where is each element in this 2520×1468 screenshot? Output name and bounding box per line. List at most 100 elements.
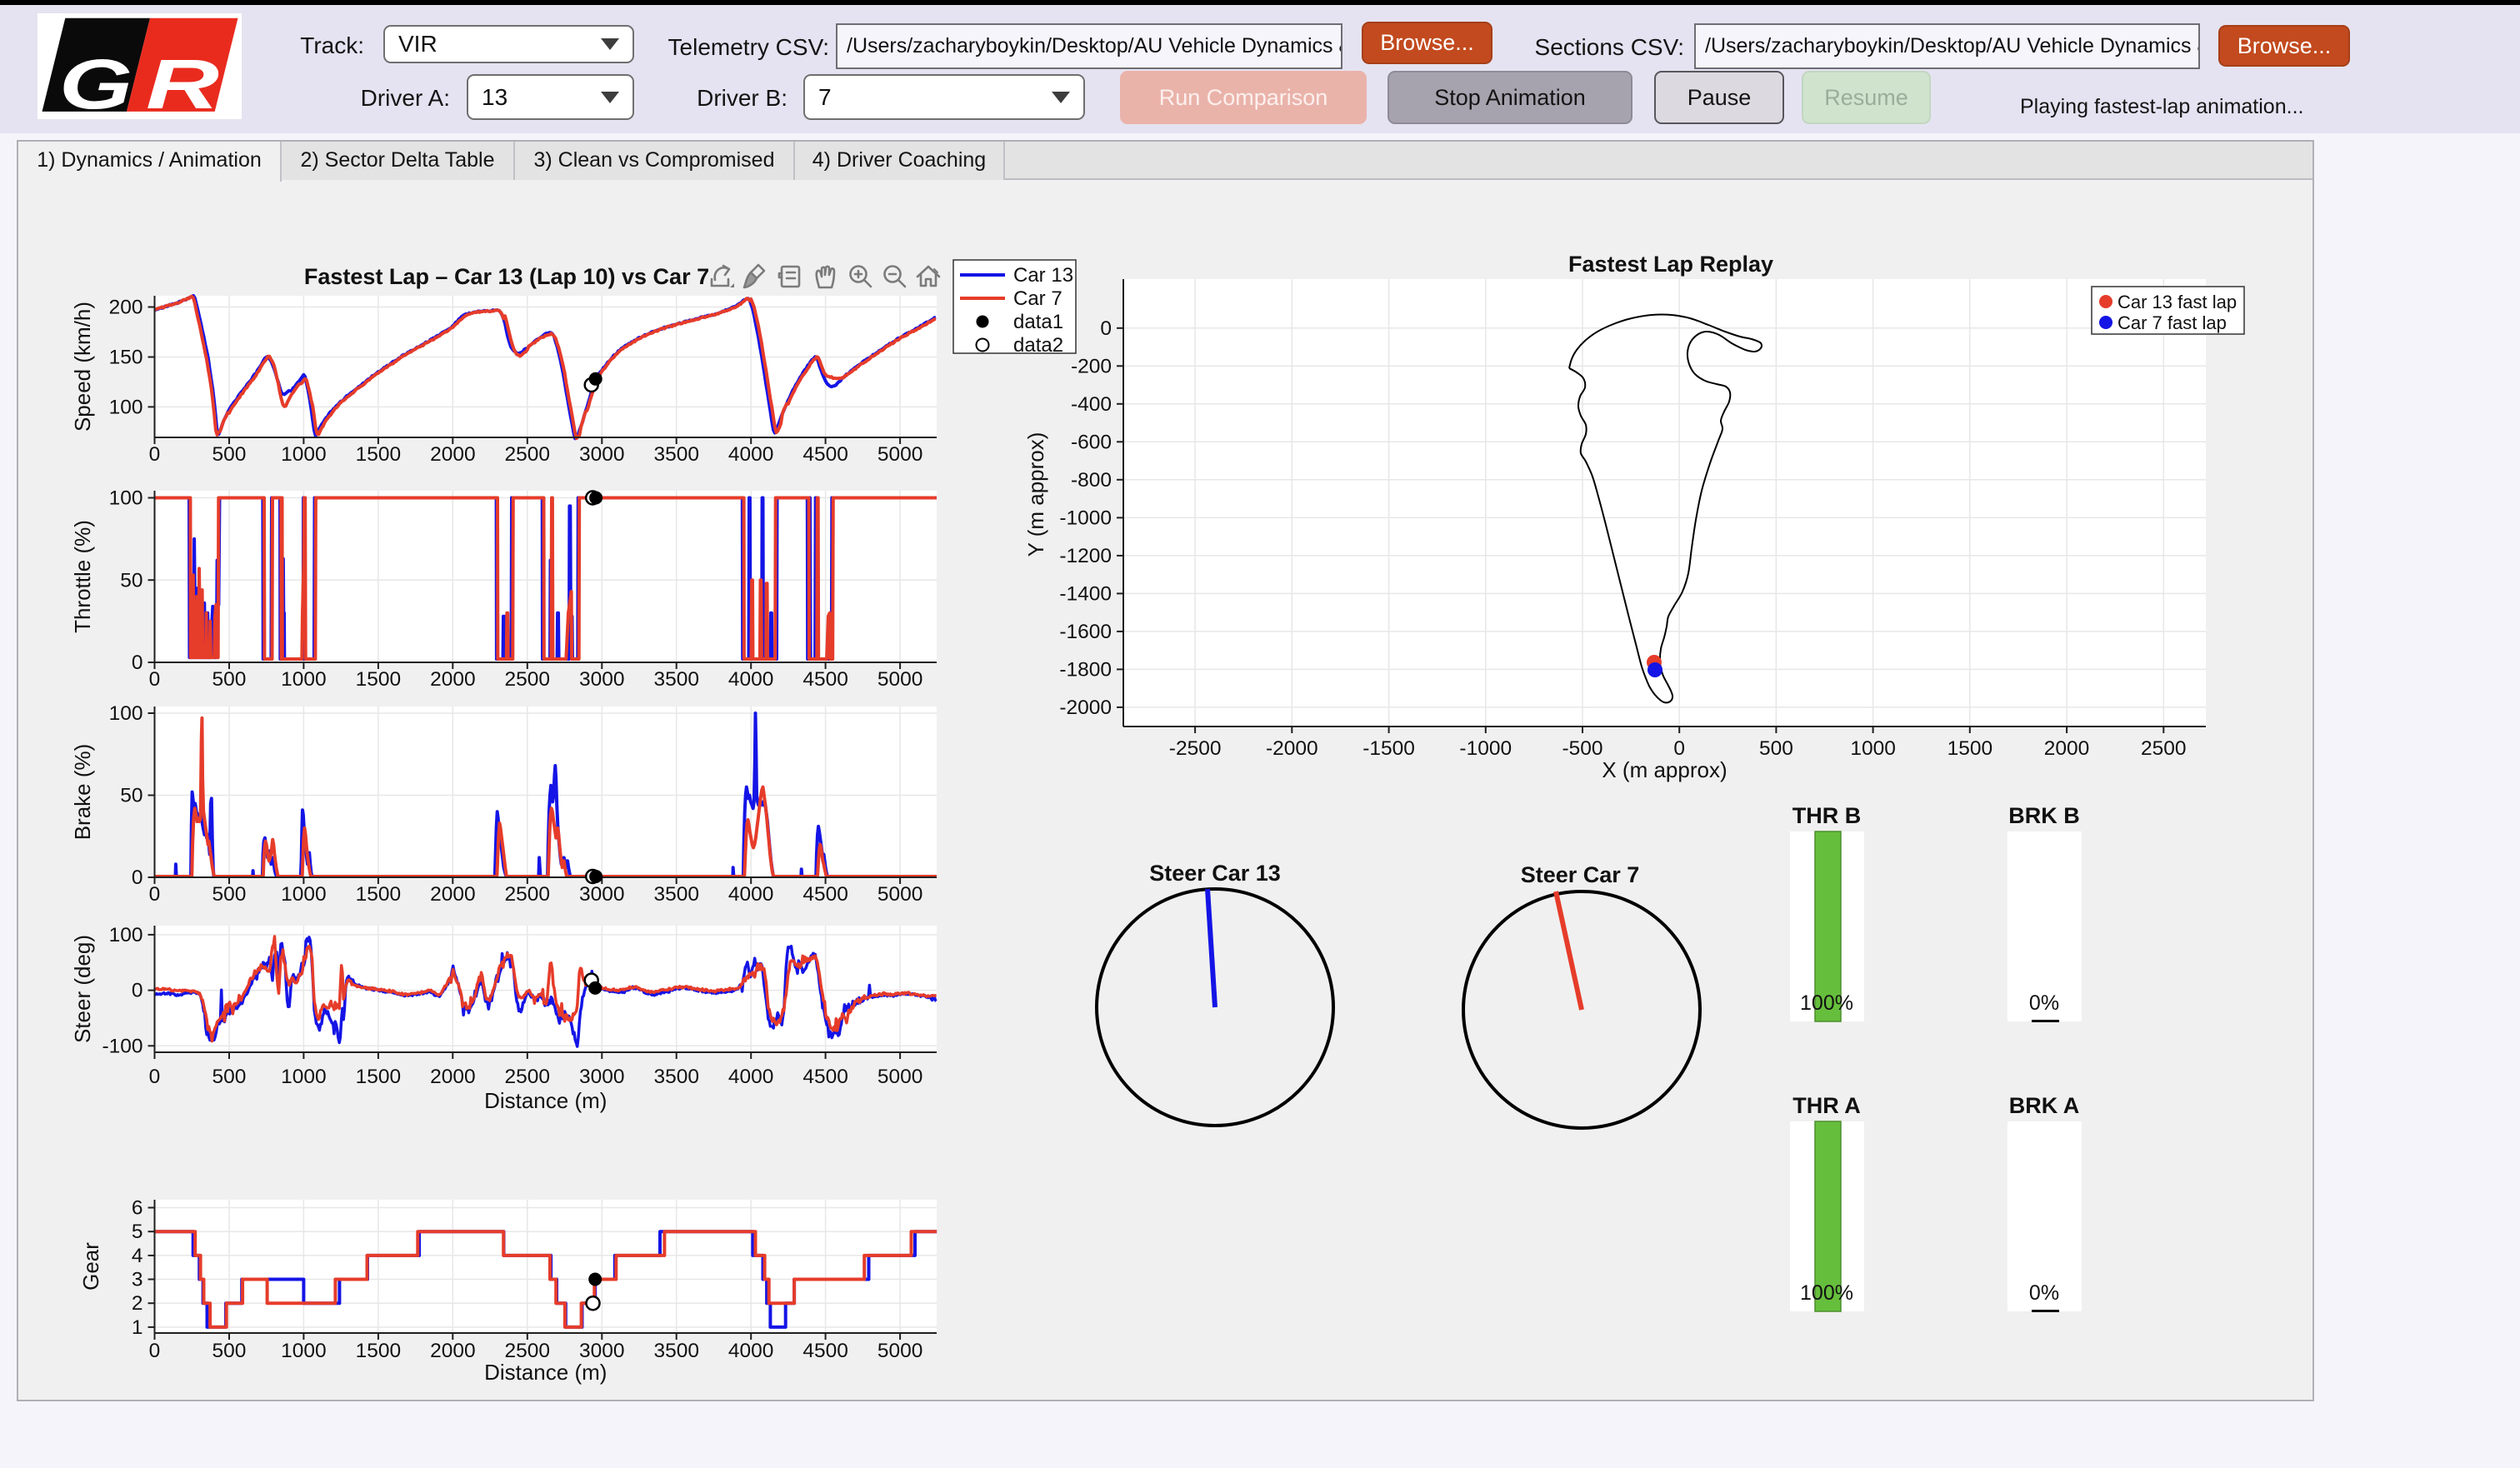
svg-text:100: 100 bbox=[109, 396, 143, 418]
svg-text:-200: -200 bbox=[1071, 355, 1112, 377]
svg-text:2000: 2000 bbox=[430, 668, 476, 691]
svg-text:Fastest Lap – Car 13 (Lap 10): Fastest Lap – Car 13 (Lap 10) vs Car 7 bbox=[304, 264, 709, 289]
svg-text:5: 5 bbox=[132, 1221, 143, 1243]
svg-text:-2000: -2000 bbox=[1059, 697, 1112, 719]
svg-text:0: 0 bbox=[149, 1066, 161, 1088]
svg-text:100%: 100% bbox=[1800, 991, 1853, 1015]
svg-text:4: 4 bbox=[132, 1245, 143, 1267]
svg-text:2500: 2500 bbox=[2141, 737, 2187, 760]
svg-text:Y (m approx): Y (m approx) bbox=[1023, 432, 1048, 557]
svg-text:3500: 3500 bbox=[653, 883, 699, 906]
svg-text:4500: 4500 bbox=[802, 1340, 848, 1362]
svg-text:2500: 2500 bbox=[505, 1066, 551, 1088]
svg-text:4000: 4000 bbox=[728, 883, 774, 906]
svg-text:4500: 4500 bbox=[802, 443, 848, 466]
svg-text:Steer Car 13: Steer Car 13 bbox=[1149, 861, 1281, 886]
svg-text:5000: 5000 bbox=[878, 1340, 923, 1362]
svg-text:500: 500 bbox=[212, 668, 247, 691]
svg-text:2000: 2000 bbox=[430, 1066, 476, 1088]
svg-text:0%: 0% bbox=[2029, 1281, 2059, 1305]
svg-text:-500: -500 bbox=[1562, 737, 1602, 760]
svg-text:1500: 1500 bbox=[356, 1340, 402, 1362]
svg-text:5000: 5000 bbox=[878, 883, 923, 906]
svg-text:2000: 2000 bbox=[2044, 737, 2090, 760]
svg-text:1500: 1500 bbox=[356, 883, 402, 906]
svg-text:THR B: THR B bbox=[1792, 803, 1862, 828]
svg-text:-2000: -2000 bbox=[1266, 737, 1318, 760]
svg-text:3000: 3000 bbox=[579, 1066, 625, 1088]
svg-text:50: 50 bbox=[120, 785, 142, 807]
svg-text:X (m approx): X (m approx) bbox=[1602, 757, 1727, 782]
svg-text:2000: 2000 bbox=[430, 883, 476, 906]
svg-text:5000: 5000 bbox=[878, 1066, 923, 1088]
svg-text:4000: 4000 bbox=[728, 1340, 774, 1362]
svg-text:4500: 4500 bbox=[802, 883, 848, 906]
svg-text:4000: 4000 bbox=[728, 443, 774, 466]
svg-text:4500: 4500 bbox=[802, 1066, 848, 1088]
svg-text:500: 500 bbox=[1759, 737, 1793, 760]
svg-text:Car 7: Car 7 bbox=[1013, 287, 1062, 310]
svg-text:3000: 3000 bbox=[579, 443, 625, 466]
svg-text:-800: -800 bbox=[1071, 469, 1112, 492]
svg-text:150: 150 bbox=[109, 346, 143, 368]
svg-text:100: 100 bbox=[109, 924, 143, 946]
svg-text:6: 6 bbox=[132, 1197, 143, 1220]
svg-text:3000: 3000 bbox=[579, 668, 625, 691]
svg-text:50: 50 bbox=[120, 569, 142, 592]
svg-text:100%: 100% bbox=[1800, 1281, 1853, 1305]
svg-text:200: 200 bbox=[109, 297, 143, 319]
svg-text:1500: 1500 bbox=[356, 668, 402, 691]
svg-text:100: 100 bbox=[109, 702, 143, 725]
svg-text:0%: 0% bbox=[2029, 991, 2059, 1015]
svg-text:Throttle (%): Throttle (%) bbox=[70, 520, 95, 633]
svg-text:G: G bbox=[59, 45, 132, 119]
svg-text:4500: 4500 bbox=[802, 668, 848, 691]
svg-text:Car 13: Car 13 bbox=[1013, 264, 1073, 287]
svg-text:-1000: -1000 bbox=[1459, 737, 1512, 760]
svg-text:Gear: Gear bbox=[78, 1242, 103, 1291]
svg-text:0: 0 bbox=[132, 652, 143, 674]
svg-text:-400: -400 bbox=[1071, 393, 1112, 416]
svg-text:Fastest Lap Replay: Fastest Lap Replay bbox=[1568, 252, 1773, 277]
svg-text:-1200: -1200 bbox=[1059, 545, 1112, 567]
svg-text:Brake (%): Brake (%) bbox=[70, 744, 95, 841]
svg-text:3500: 3500 bbox=[653, 1066, 699, 1088]
svg-text:-1600: -1600 bbox=[1059, 621, 1112, 643]
svg-text:Distance (m): Distance (m) bbox=[484, 1088, 607, 1113]
svg-text:100: 100 bbox=[109, 487, 143, 510]
svg-text:Car 13 fast lap: Car 13 fast lap bbox=[2118, 292, 2237, 312]
svg-text:0: 0 bbox=[1673, 737, 1685, 760]
svg-text:data2: data2 bbox=[1013, 334, 1063, 357]
svg-text:Steer Car 7: Steer Car 7 bbox=[1521, 862, 1640, 887]
svg-text:500: 500 bbox=[212, 1340, 247, 1362]
svg-text:1500: 1500 bbox=[356, 443, 402, 466]
svg-text:2: 2 bbox=[132, 1292, 143, 1315]
svg-text:3000: 3000 bbox=[579, 1340, 625, 1362]
svg-text:3500: 3500 bbox=[653, 1340, 699, 1362]
svg-text:3: 3 bbox=[132, 1269, 143, 1291]
svg-text:-1800: -1800 bbox=[1059, 658, 1112, 681]
svg-text:1: 1 bbox=[132, 1316, 143, 1339]
svg-text:3500: 3500 bbox=[653, 443, 699, 466]
svg-text:BRK A: BRK A bbox=[2009, 1093, 2080, 1118]
svg-text:2500: 2500 bbox=[505, 883, 551, 906]
svg-text:4000: 4000 bbox=[728, 668, 774, 691]
svg-text:3000: 3000 bbox=[579, 883, 625, 906]
svg-text:2000: 2000 bbox=[430, 443, 476, 466]
svg-text:3500: 3500 bbox=[653, 668, 699, 691]
svg-text:0: 0 bbox=[149, 668, 161, 691]
svg-text:1500: 1500 bbox=[1948, 737, 1993, 760]
svg-text:1000: 1000 bbox=[281, 1066, 327, 1088]
svg-text:5000: 5000 bbox=[878, 443, 923, 466]
svg-text:2500: 2500 bbox=[505, 443, 551, 466]
svg-text:0: 0 bbox=[132, 980, 143, 1002]
svg-text:data1: data1 bbox=[1013, 311, 1063, 333]
svg-text:500: 500 bbox=[212, 443, 247, 466]
svg-text:0: 0 bbox=[149, 443, 161, 466]
svg-text:-600: -600 bbox=[1071, 431, 1112, 453]
svg-text:1500: 1500 bbox=[356, 1066, 402, 1088]
svg-text:Speed (km/h): Speed (km/h) bbox=[70, 302, 95, 432]
svg-text:-1400: -1400 bbox=[1059, 582, 1112, 605]
svg-text:1000: 1000 bbox=[281, 443, 327, 466]
svg-text:2500: 2500 bbox=[505, 1340, 551, 1362]
